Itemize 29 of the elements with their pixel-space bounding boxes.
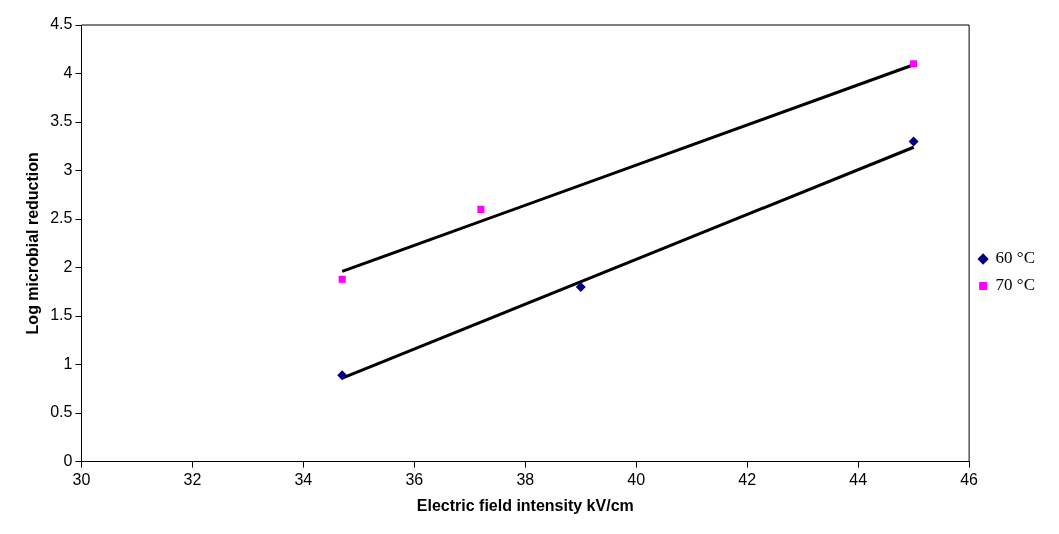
point: [338, 275, 346, 283]
y-tick-label: 3.5: [50, 112, 73, 130]
point: [575, 281, 586, 292]
y-tick-label: 0.5: [50, 403, 73, 421]
y-axis-title: Log microbial reduction: [24, 152, 42, 335]
x-tick-label: 38: [516, 470, 535, 488]
y-tick-label: 1: [63, 354, 73, 372]
x-tick-label: 32: [183, 470, 202, 488]
legend-label: 70 °C: [995, 275, 1035, 295]
y-tick-label: 4: [63, 63, 73, 81]
point: [337, 370, 348, 381]
point: [477, 205, 485, 213]
x-tick-label: 40: [627, 470, 646, 488]
x-tick-label: 34: [294, 470, 313, 488]
y-tick-label: 2: [63, 257, 73, 275]
point: [910, 60, 918, 68]
y-tick-label: 3: [63, 160, 73, 178]
y-tick-label: 1.5: [50, 306, 73, 324]
x-tick-label: 46: [960, 470, 979, 488]
x-tick-label: 44: [849, 470, 868, 488]
y-tick-label: 4.5: [50, 15, 73, 33]
point: [908, 136, 919, 147]
x-axis-title: Electric field intensity kV/cm: [416, 496, 634, 514]
x-tick-label: 42: [738, 470, 757, 488]
legend-label: 60 °C: [995, 248, 1035, 268]
x-tick-label: 36: [405, 470, 424, 488]
x-tick-label: 30: [72, 470, 91, 488]
y-tick-label: 2.5: [50, 209, 73, 227]
y-tick-label: 0: [63, 452, 73, 470]
